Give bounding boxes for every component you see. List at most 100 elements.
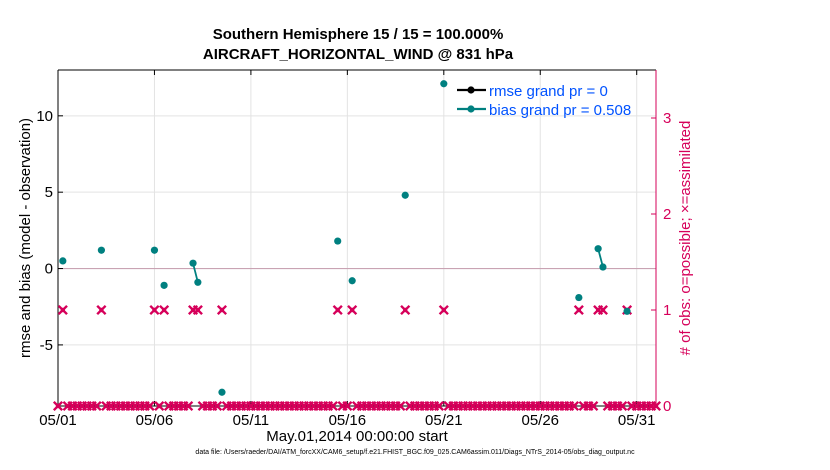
- bias-point: [160, 281, 168, 289]
- bias-point: [440, 80, 448, 88]
- obs-count-marker: [600, 307, 606, 313]
- obs-count-zero-marker: [499, 403, 504, 409]
- obs-count-zero-marker: [345, 403, 350, 409]
- obs-count-zero-marker: [523, 403, 528, 409]
- obs-count-zero-marker: [456, 403, 461, 409]
- obs-count-zero-marker: [644, 403, 649, 409]
- obs-count-zero-marker: [528, 403, 533, 409]
- obs-count-zero-marker: [533, 403, 538, 409]
- x-tick-label: 05/01: [39, 412, 77, 429]
- obs-count-zero-marker: [147, 403, 152, 409]
- obs-count-zero-marker: [205, 403, 210, 409]
- legend-label: rmse grand pr = 0: [489, 83, 608, 100]
- obs-count-marker: [335, 307, 340, 313]
- obs-count-marker: [152, 307, 157, 313]
- bias-point: [189, 259, 197, 267]
- obs-count-zero-marker: [518, 403, 524, 409]
- bias-point: [218, 388, 226, 396]
- obs-count-zero-marker: [79, 403, 85, 409]
- plot-area: [58, 70, 656, 406]
- obs-count-zero-marker: [591, 403, 596, 409]
- obs-count-zero-marker: [258, 403, 263, 409]
- obs-count-zero-marker: [557, 403, 562, 409]
- obs-count-zero-marker: [436, 403, 442, 409]
- obs-count-zero-marker: [321, 403, 326, 409]
- legend-marker: [467, 86, 475, 94]
- obs-count-zero-marker: [369, 403, 374, 409]
- x-tick-label: 05/16: [329, 412, 367, 429]
- obs-count-zero-marker: [104, 403, 109, 409]
- obs-count-zero-marker: [513, 403, 519, 409]
- obs-count-zero-marker: [113, 403, 119, 409]
- obs-count-zero-marker: [287, 403, 292, 409]
- y-axis-label: rmse and bias (model - observation): [17, 118, 34, 358]
- obs-count-zero-marker: [465, 403, 471, 409]
- obs-count-marker: [60, 307, 66, 313]
- obs-count-zero-marker: [446, 403, 451, 409]
- bias-point: [599, 263, 607, 271]
- obs-count-zero-marker: [398, 403, 403, 409]
- chart-title: Southern Hemisphere 15 / 15 = 100.000%: [212, 26, 504, 43]
- obs-count-zero-marker: [653, 403, 659, 409]
- obs-count-marker: [441, 307, 447, 313]
- x-tick-label: 05/11: [233, 412, 269, 429]
- obs-count-zero-marker: [427, 403, 432, 409]
- y2-tick-label: 0: [663, 398, 671, 415]
- x-tick-label: 05/06: [136, 412, 174, 429]
- obs-count-zero-marker: [340, 403, 345, 409]
- obs-count-zero-marker: [542, 403, 548, 409]
- obs-count-marker: [190, 307, 196, 313]
- obs-count-zero-marker: [470, 403, 475, 409]
- obs-count-marker: [576, 307, 582, 313]
- bias-point: [348, 277, 356, 285]
- bias-point: [97, 246, 106, 254]
- obs-count-zero-marker: [277, 403, 283, 409]
- obs-count-zero-marker: [296, 403, 302, 409]
- obs-count-zero-marker: [243, 403, 249, 409]
- obs-count-zero-marker: [359, 403, 365, 409]
- obs-count-zero-marker: [451, 403, 456, 409]
- obs-count-zero-marker: [94, 403, 99, 409]
- x-tick-label: 05/21: [425, 412, 463, 429]
- obs-count-zero-marker: [581, 403, 586, 409]
- obs-count-zero-marker: [239, 403, 244, 409]
- y-tick-label: 5: [45, 184, 53, 201]
- obs-count-zero-marker: [157, 403, 162, 409]
- obs-count-zero-marker: [485, 403, 490, 409]
- obs-count-zero-marker: [70, 403, 75, 409]
- obs-count-zero-marker: [306, 403, 311, 409]
- obs-count-zero-marker: [234, 403, 239, 409]
- obs-count-zero-marker: [489, 403, 495, 409]
- y-tick-label: -5: [40, 337, 53, 354]
- obs-count-zero-marker: [65, 403, 70, 409]
- obs-count-zero-marker: [388, 403, 393, 409]
- obs-count-zero-marker: [383, 403, 389, 409]
- obs-count-zero-marker: [547, 403, 553, 409]
- obs-count-zero-marker: [504, 403, 509, 409]
- obs-count-zero-marker: [267, 403, 273, 409]
- obs-count-zero-marker: [55, 403, 61, 409]
- obs-count-zero-marker: [562, 403, 567, 409]
- obs-count-zero-marker: [248, 403, 254, 409]
- y-tick-label: 0: [45, 261, 53, 278]
- obs-count-zero-marker: [263, 403, 268, 409]
- obs-count-zero-marker: [282, 403, 287, 409]
- obs-count-zero-marker: [75, 403, 80, 409]
- obs-count-zero-marker: [137, 403, 143, 409]
- obs-count-marker: [595, 307, 601, 313]
- obs-count-zero-marker: [89, 403, 94, 409]
- bias-point: [401, 191, 409, 199]
- obs-count-zero-marker: [629, 403, 635, 409]
- obs-count-zero-marker: [610, 403, 615, 409]
- obs-count-zero-marker: [84, 403, 90, 409]
- obs-count-zero-marker: [407, 403, 413, 409]
- obs-count-marker: [195, 307, 201, 313]
- obs-count-marker: [161, 307, 167, 313]
- obs-count-zero-marker: [431, 403, 437, 409]
- y2-tick-label: 3: [663, 110, 671, 127]
- obs-count-zero-marker: [311, 403, 316, 409]
- obs-count-zero-marker: [639, 403, 644, 409]
- obs-count-zero-marker: [229, 403, 234, 409]
- obs-count-zero-marker: [422, 403, 427, 409]
- bias-point: [150, 246, 159, 254]
